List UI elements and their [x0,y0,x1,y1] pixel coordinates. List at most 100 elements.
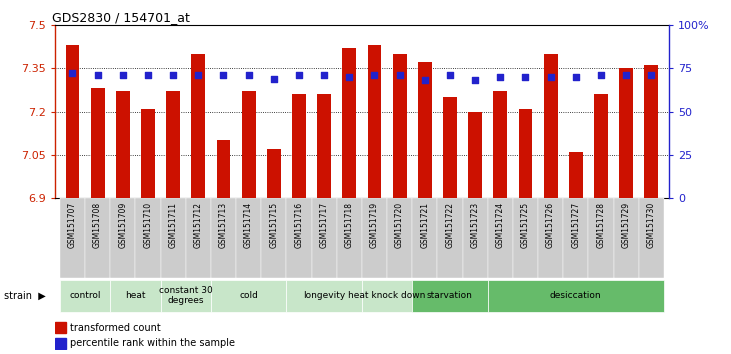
Text: control: control [69,291,101,300]
Bar [166,91,180,198]
Bar [362,280,412,312]
Point [469,78,481,83]
Bar [644,65,658,198]
Bar [362,198,387,278]
Bar [393,54,406,198]
Bar [91,88,105,198]
Text: desiccation: desiccation [550,291,602,300]
Bar [342,48,356,198]
Text: constant 30
degrees: constant 30 degrees [159,286,213,305]
Bar [443,97,457,198]
Bar [544,54,558,198]
Point [192,72,204,78]
Bar [267,149,281,198]
Bar [538,198,563,278]
Bar [287,280,362,312]
Text: GSM151710: GSM151710 [143,202,153,249]
Point [368,72,380,78]
Text: GSM151711: GSM151711 [169,202,178,248]
Bar [468,112,482,198]
Bar [563,198,588,278]
Bar [463,198,488,278]
Point [645,72,657,78]
Text: GDS2830 / 154701_at: GDS2830 / 154701_at [52,11,189,24]
Bar [186,198,211,278]
Text: transformed count: transformed count [70,322,161,332]
Bar [613,198,639,278]
Bar [261,198,287,278]
Bar [311,198,337,278]
Text: GSM151720: GSM151720 [395,202,404,249]
Bar [287,198,311,278]
Bar [387,198,412,278]
Bar [242,91,256,198]
Bar [513,198,538,278]
Text: GSM151719: GSM151719 [370,202,379,249]
Bar [412,280,488,312]
Bar [135,198,161,278]
Text: GSM151715: GSM151715 [269,202,279,249]
Text: GSM151714: GSM151714 [244,202,253,249]
Point [494,74,506,80]
Text: GSM151725: GSM151725 [521,202,530,249]
Point [444,72,455,78]
Text: GSM151718: GSM151718 [345,202,354,248]
Bar [437,198,463,278]
Bar [211,198,236,278]
Point [218,72,230,78]
Bar [211,280,287,312]
Bar [493,91,507,198]
Text: GSM151712: GSM151712 [194,202,202,248]
Point [243,72,254,78]
Point [545,74,556,80]
Bar [85,198,110,278]
Bar [60,198,85,278]
Text: GSM151730: GSM151730 [647,202,656,249]
Bar [488,280,664,312]
Bar [110,280,161,312]
Bar [488,198,513,278]
Text: GSM151727: GSM151727 [571,202,580,249]
Bar [588,198,613,278]
Point [620,72,632,78]
Text: percentile rank within the sample: percentile rank within the sample [70,338,235,348]
Text: starvation: starvation [427,291,473,300]
Bar [569,152,583,198]
Bar [639,198,664,278]
Text: heat knock down: heat knock down [349,291,425,300]
Point [344,74,355,80]
Text: GSM151722: GSM151722 [445,202,455,248]
Bar [216,141,230,198]
Point [318,72,330,78]
Bar [110,198,135,278]
Bar [412,198,437,278]
Bar [292,94,306,198]
Point [92,72,104,78]
Text: GSM151708: GSM151708 [93,202,102,249]
Point [595,72,607,78]
Point [268,76,280,81]
Text: GSM151716: GSM151716 [295,202,303,249]
Point [117,72,129,78]
Bar [337,198,362,278]
Point [67,70,78,76]
Point [419,78,431,83]
Point [570,74,582,80]
Bar [55,338,66,349]
Text: heat: heat [125,291,145,300]
Text: GSM151717: GSM151717 [319,202,329,249]
Bar [368,45,382,198]
Text: cold: cold [239,291,258,300]
Bar [418,62,432,198]
Bar [161,280,211,312]
Point [142,72,154,78]
Text: strain  ▶: strain ▶ [4,291,45,301]
Bar [55,322,66,333]
Bar [60,280,110,312]
Bar [619,68,633,198]
Text: GSM151726: GSM151726 [546,202,555,249]
Text: GSM151728: GSM151728 [596,202,605,248]
Point [293,72,305,78]
Point [520,74,531,80]
Text: GSM151713: GSM151713 [219,202,228,249]
